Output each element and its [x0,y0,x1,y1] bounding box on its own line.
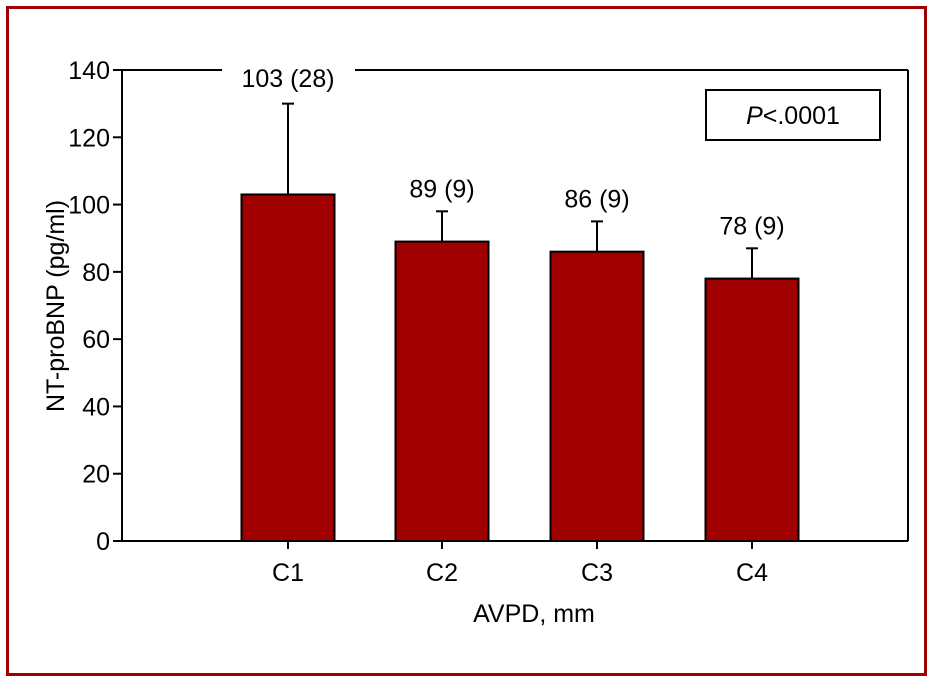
y-axis-title: NT-proBNP (pg/ml) [42,200,70,412]
p-value-box: P<.0001 [705,89,881,141]
bar-value-label: 89 (9) [409,175,474,203]
bars [240,102,800,543]
bar-value-labels: 103 (28) 89 (9) 86 (9) 78 (9) [241,65,784,240]
bar [240,193,336,542]
y-tick-label: 20 [82,461,110,489]
bar [704,277,800,542]
y-tick-label: 120 [68,124,110,152]
x-tick-label: C4 [736,559,768,587]
y-tick-label: 60 [82,326,110,354]
bar [394,240,490,542]
p-value-text: P<.0001 [746,102,840,130]
x-tick-label: C3 [581,559,613,587]
x-axis-title: AVPD, mm [473,600,595,628]
y-tick-label: 40 [82,393,110,421]
x-tick-label: C1 [272,559,304,587]
p-value-box-border [705,89,881,141]
x-tick-label: C2 [426,559,458,587]
figure-frame [6,6,927,676]
p-value-rest: <.0001 [763,102,840,130]
y-axis: 0 20 40 60 80 100 120 140 [68,57,122,556]
bar-value-label: 86 (9) [564,185,629,213]
y-tick-label: 140 [68,57,110,85]
p-value-italic: P [746,102,763,130]
bar-value-label: 103 (28) [241,65,334,93]
x-axis: C1 C2 C3 C4 [272,541,768,587]
bar [549,250,645,543]
y-tick-label: 0 [96,528,110,556]
y-tick-label: 80 [82,259,110,287]
y-tick-label: 100 [68,192,110,220]
bar-value-label: 78 (9) [719,212,784,240]
